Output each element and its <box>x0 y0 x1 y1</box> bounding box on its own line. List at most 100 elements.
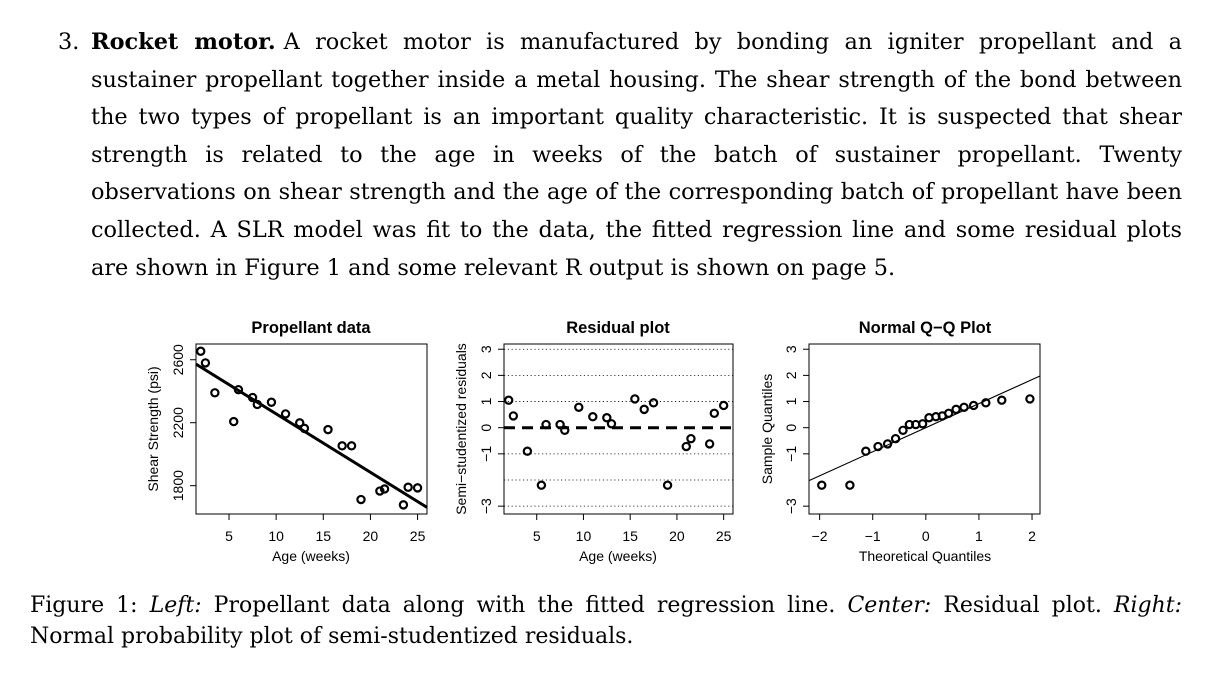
qq-plot: Normal Q−Q Plot Theoretical Quantiles Sa… <box>759 319 1041 564</box>
data-point <box>375 486 385 496</box>
data-point <box>890 433 901 444</box>
data-point <box>959 402 969 412</box>
data-point <box>943 408 954 419</box>
plot-frame <box>808 343 1041 515</box>
x-tick-label: 5 <box>533 528 541 544</box>
data-point <box>356 494 366 505</box>
y-tick-label: 2200 <box>170 407 186 438</box>
data-point <box>398 500 409 510</box>
x-tick-label: 10 <box>268 528 284 544</box>
y-tick-label: 0 <box>478 424 494 432</box>
caption-right-label: Right: <box>1113 593 1183 618</box>
plot-title: Residual plot <box>566 319 670 337</box>
y-tick-label: 0 <box>783 424 799 432</box>
x-tick-label: 10 <box>576 528 592 544</box>
residual-plot: Residual plot Age (weeks) Semi−studentiz… <box>453 319 734 564</box>
problem-statement: 3. Rocket motor. A rocket motor is manufa… <box>58 24 1182 287</box>
data-point <box>299 423 310 434</box>
data-point <box>503 395 514 405</box>
problem-body: Rocket motor. A rocket motor is manufactu… <box>91 24 1182 287</box>
x-axis-label: Theoretical Quantiles <box>859 548 991 564</box>
data-point <box>709 408 720 419</box>
data-point <box>639 404 649 415</box>
x-tick-label: −2 <box>812 528 828 544</box>
y-tick-label: −1 <box>478 446 494 462</box>
data-point <box>323 424 333 435</box>
x-tick-label: −1 <box>865 528 881 544</box>
x-tick-label: 5 <box>225 528 233 544</box>
data-point <box>686 433 696 444</box>
problem-title: Rocket motor. <box>91 29 276 55</box>
data-point <box>555 419 565 430</box>
y-axis-label: Sample Quantiles <box>759 374 775 485</box>
data-point <box>403 482 413 492</box>
problem-number: 3. <box>58 29 80 55</box>
data-point <box>845 480 855 490</box>
caption-center-label: Center: <box>847 593 932 618</box>
data-point <box>681 441 691 452</box>
data-point <box>574 402 584 412</box>
data-point <box>898 425 908 436</box>
y-tick-label: −3 <box>478 498 494 514</box>
x-tick-label: 20 <box>669 528 685 544</box>
data-point <box>200 358 211 368</box>
y-axis-label: Semi−studentized residuals <box>453 343 469 515</box>
x-tick-label: 25 <box>716 528 732 544</box>
caption-center-text: Residual plot. <box>943 593 1102 618</box>
data-point <box>662 480 673 490</box>
y-tick-label: −1 <box>783 446 799 462</box>
x-tick-label: 1 <box>975 528 983 544</box>
data-point <box>337 441 347 451</box>
caption-prefix: Figure 1: <box>30 593 138 618</box>
plot-title: Propellant data <box>251 319 371 337</box>
caption-right-text: Normal probability plot of semi-studenti… <box>30 624 634 649</box>
data-point <box>630 394 640 404</box>
problem-text: A rocket motor is manufactured by bondin… <box>91 29 1182 281</box>
qq-reference-line <box>808 375 1041 482</box>
data-point <box>648 398 659 408</box>
y-axis-label: Shear Strength (psi) <box>145 366 161 491</box>
regression-line <box>195 362 428 509</box>
y-tick-label: 1 <box>478 397 494 405</box>
data-point <box>873 441 883 452</box>
figure-1: Propellant data Age (weeks) Shear Streng… <box>145 319 1041 564</box>
data-point <box>536 480 547 490</box>
y-tick-label: 3 <box>478 345 494 353</box>
data-point <box>917 419 928 429</box>
x-tick-label: 20 <box>363 528 379 544</box>
y-tick-label: 2 <box>478 371 494 379</box>
data-point <box>379 484 390 494</box>
y-tick-label: 2600 <box>170 344 186 375</box>
x-axis-label: Age (weeks) <box>579 548 657 564</box>
data-point <box>997 395 1007 405</box>
data-point <box>541 419 551 430</box>
data-point <box>280 409 291 419</box>
x-tick-label: 15 <box>315 528 331 544</box>
caption-left-label: Left: <box>149 593 202 618</box>
x-tick-label: 2 <box>1028 528 1036 544</box>
data-point <box>606 419 617 429</box>
data-point <box>602 413 612 423</box>
x-tick-label: 25 <box>410 528 426 544</box>
figure-caption: Figure 1: Left: Propellant data along wi… <box>30 590 1182 652</box>
data-point <box>196 346 206 356</box>
data-point <box>861 446 871 456</box>
x-tick-label: 0 <box>922 528 930 544</box>
data-point <box>233 384 244 395</box>
y-tick-label: 1 <box>783 397 799 405</box>
y-tick-label: 2 <box>783 371 799 379</box>
propellant-plot: Propellant data Age (weeks) Shear Streng… <box>145 319 428 564</box>
data-point <box>522 446 533 456</box>
data-point <box>295 418 305 428</box>
data-point <box>817 480 827 490</box>
data-point <box>968 400 979 411</box>
data-point <box>718 400 729 411</box>
data-point <box>981 398 991 408</box>
data-point <box>412 483 423 493</box>
data-point <box>247 392 258 403</box>
data-point <box>588 412 598 422</box>
data-point <box>704 439 715 449</box>
x-tick-label: 15 <box>622 528 638 544</box>
y-tick-label: −3 <box>783 498 799 514</box>
data-point <box>508 411 519 421</box>
